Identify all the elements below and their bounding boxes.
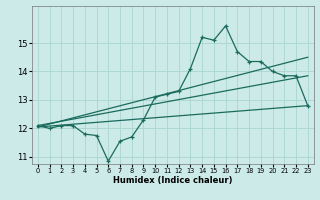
X-axis label: Humidex (Indice chaleur): Humidex (Indice chaleur) [113, 176, 233, 185]
